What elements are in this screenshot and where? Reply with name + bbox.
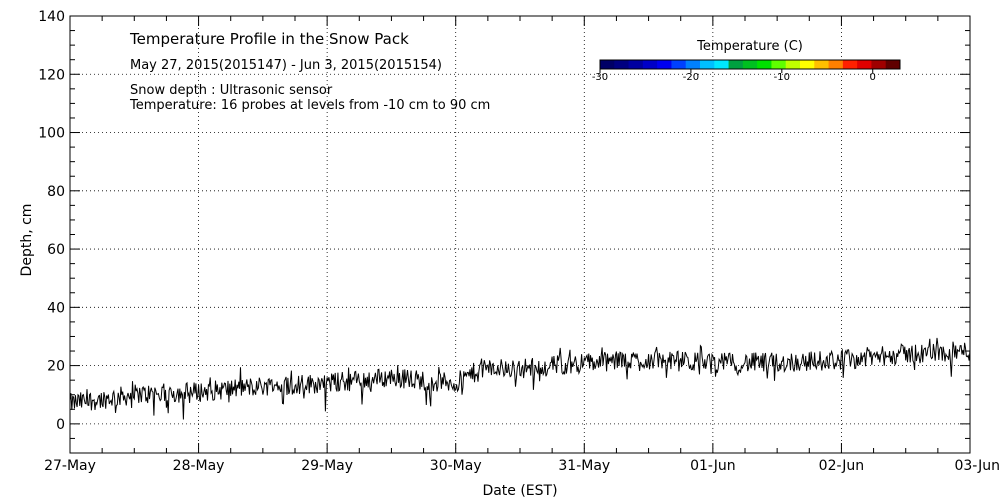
- colorbar-segment: [614, 60, 630, 69]
- x-tick-label: 29-May: [301, 458, 353, 474]
- colorbar-segment: [871, 60, 887, 69]
- colorbar-segment: [828, 60, 844, 69]
- colorbar-tick-label: -30: [592, 72, 608, 83]
- x-tick-label: 02-Jun: [819, 458, 865, 474]
- x-tick-label: 28-May: [173, 458, 225, 474]
- colorbar-segment: [842, 60, 858, 69]
- colorbar-segment: [757, 60, 772, 69]
- colorbar-segment: [700, 60, 715, 69]
- y-tick-labels: 0 20 40 60 80 100 120 140: [38, 9, 65, 433]
- colorbar-segment: [628, 60, 644, 69]
- y-tick-label: 140: [38, 9, 65, 25]
- colorbar-frame: [599, 59, 901, 70]
- colorbar-segment: [814, 60, 830, 69]
- axis-ticks: [69, 15, 971, 454]
- colorbar-segment: [671, 60, 687, 69]
- colorbar-segment: [600, 60, 615, 69]
- annotation-snow-depth: Snow depth : Ultrasonic sensor: [130, 83, 333, 98]
- x-tick-label: 31-May: [558, 458, 610, 474]
- x-tick-label: 01-Jun: [690, 458, 736, 474]
- y-tick-label: 40: [47, 300, 65, 316]
- colorbar-tick-label: 0: [870, 72, 876, 83]
- x-tick-labels: 27-May 28-May 29-May 30-May 31-May 01-Jun 02-J…: [44, 458, 1000, 474]
- annotation-temperature: Temperature: 16 probes at levels from -1…: [129, 98, 490, 113]
- chart-title: Temperature Profile in the Snow Pack: [129, 30, 409, 48]
- y-tick-label: 0: [56, 417, 65, 433]
- y-tick-label: 120: [38, 67, 65, 83]
- x-axis-title: Date (EST): [482, 483, 557, 499]
- colorbar: -30 -20 -10 0: [592, 59, 901, 83]
- chart-subtitle: May 27, 2015(2015147) - Jun 3, 2015(2015…: [130, 58, 442, 73]
- series-layer: [69, 337, 971, 420]
- colorbar-segment: [771, 60, 787, 69]
- x-tick-label: 27-May: [44, 458, 96, 474]
- colorbar-title: Temperature (C): [696, 39, 803, 54]
- colorbar-segment: [857, 60, 872, 69]
- colorbar-segment: [685, 60, 701, 69]
- colorbar-tick-label: -10: [774, 72, 790, 83]
- colorbar-segment: [885, 60, 901, 69]
- snow-depth-line: [69, 337, 971, 420]
- x-tick-label: 30-May: [430, 458, 482, 474]
- y-tick-label: 80: [47, 184, 65, 200]
- colorbar-tick-label: -20: [683, 72, 699, 83]
- x-tick-label: 03-Jun: [954, 458, 1000, 474]
- colorbar-segment: [742, 60, 758, 69]
- colorbar-segment: [657, 60, 672, 69]
- y-tick-label: 60: [47, 242, 65, 258]
- y-tick-label: 20: [47, 359, 65, 375]
- y-tick-label: 100: [38, 126, 65, 142]
- colorbar-segment: [714, 60, 730, 69]
- colorbar-segment: [800, 60, 815, 69]
- colorbar-segment: [642, 60, 658, 69]
- y-axis-title: Depth, cm: [19, 204, 35, 277]
- colorbar-segment: [785, 60, 801, 69]
- colorbar-segment: [728, 60, 744, 69]
